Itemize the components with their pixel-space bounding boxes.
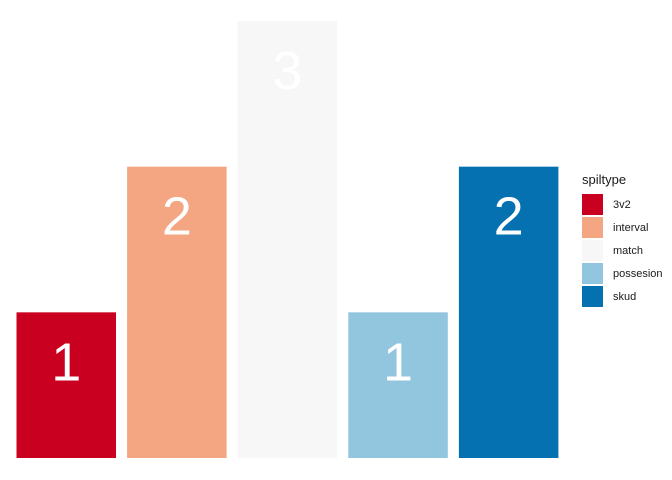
bar-skud: [458, 166, 559, 458]
data-label-3v2: 1: [51, 332, 81, 392]
legend-label: interval: [613, 221, 649, 234]
data-label-skud: 2: [494, 187, 524, 247]
data-label-match: 3: [272, 41, 302, 101]
bars-group: [16, 21, 559, 458]
legend-swatch: [582, 240, 603, 261]
legend-label: skud: [613, 290, 637, 303]
legend-item-possesion: possesion: [582, 262, 663, 285]
legend-item-3v2: 3v2: [582, 193, 663, 216]
bar-match: [237, 21, 338, 458]
legend-swatch: [582, 286, 603, 307]
bar-possesion: [348, 312, 448, 458]
legend-item-skud: skud: [582, 285, 663, 308]
data-label-interval: 2: [162, 187, 192, 247]
legend-swatch: [582, 194, 603, 215]
legend-swatch: [582, 217, 603, 238]
data-label-possesion: 1: [383, 332, 413, 392]
legend-label: match: [613, 244, 643, 257]
legend-label: 3v2: [613, 198, 631, 211]
legend-label: possesion: [613, 267, 663, 280]
legend-entries: 3v2 interval match possesion skud: [582, 193, 663, 308]
legend-item-interval: interval: [582, 216, 663, 239]
legend-title: spiltype: [582, 172, 627, 187]
legend: spiltype 3v2 interval match possesion skud: [582, 172, 663, 308]
legend-item-match: match: [582, 239, 663, 262]
bar-interval: [127, 166, 227, 458]
bar-3v2: [16, 312, 116, 458]
data-labels-group: 1 2 3 1 2: [51, 41, 523, 392]
legend-swatch: [582, 263, 603, 284]
